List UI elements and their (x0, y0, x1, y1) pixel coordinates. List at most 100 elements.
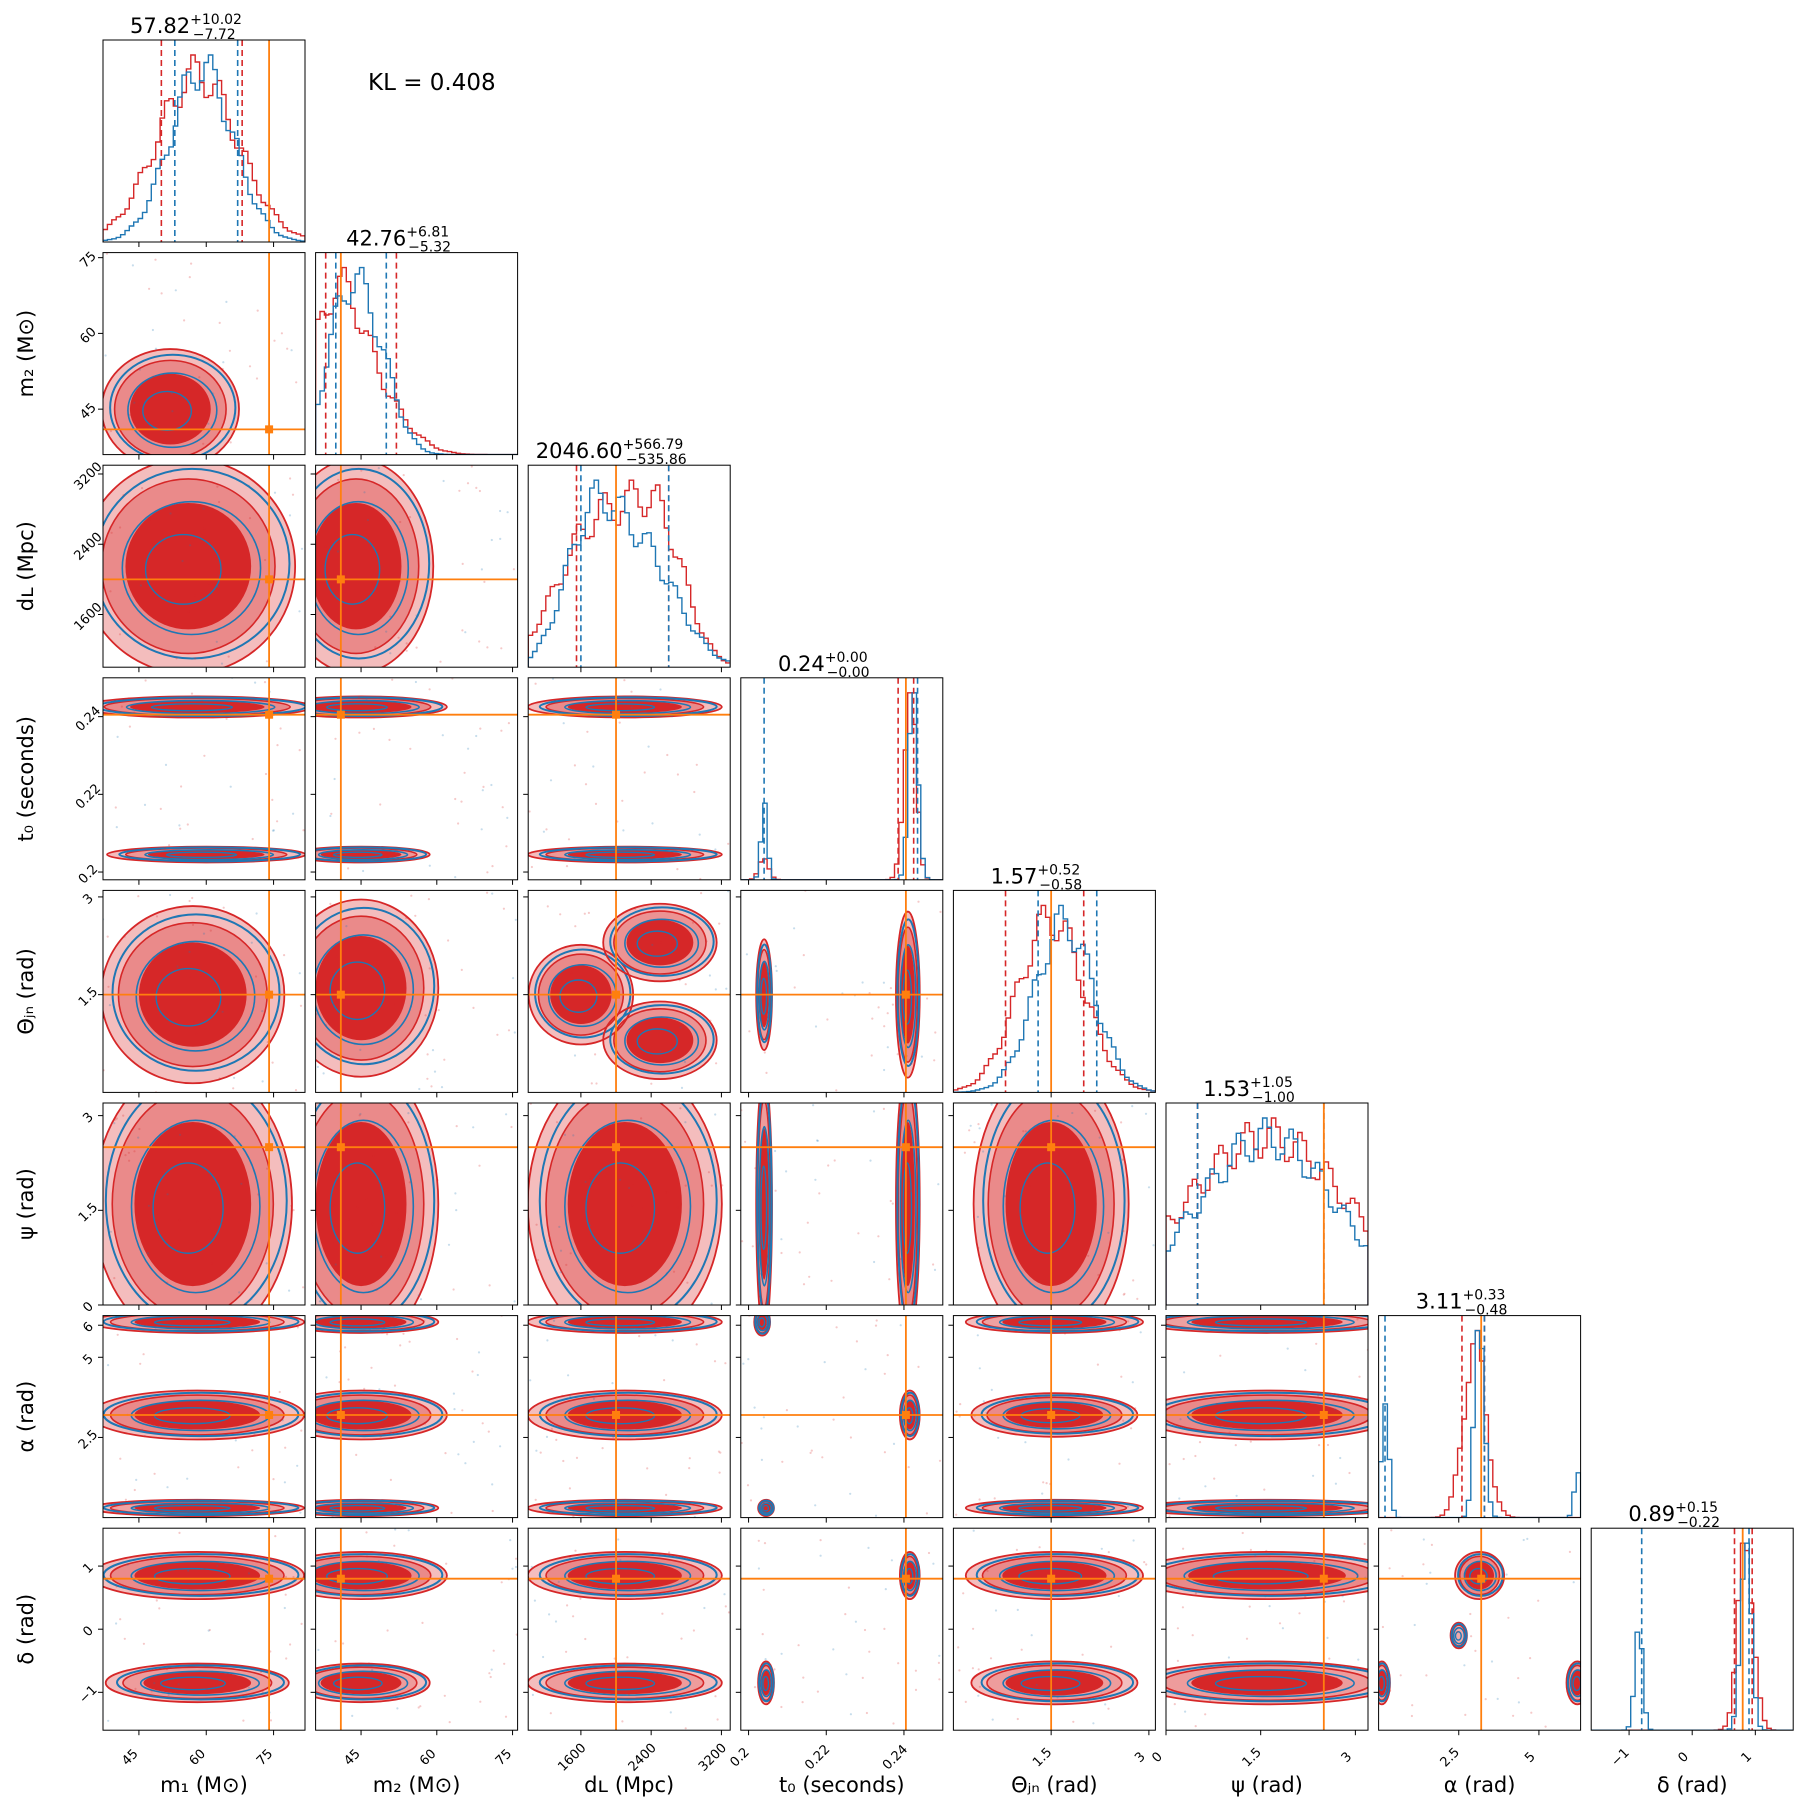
sample-point (455, 1209, 458, 1212)
contour-fill-core-dL-theta_jn (626, 1017, 694, 1064)
sample-point (190, 262, 193, 265)
sample-point (808, 1275, 811, 1278)
sample-point (641, 1514, 644, 1517)
sample-point (188, 950, 191, 954)
contour-blue-outer-m2-t0 (315, 846, 428, 863)
sample-point (785, 1170, 788, 1173)
sample-point (872, 1110, 876, 1113)
sample-point (457, 822, 460, 825)
sample-point (1086, 1699, 1090, 1702)
sample-point (331, 1242, 334, 1245)
sample-point (431, 1049, 435, 1052)
contour-red-mid-dL-theta_jn (613, 910, 707, 975)
sample-point (889, 987, 893, 990)
truth-marker-t0-theta_jn (901, 990, 910, 999)
sample-point (669, 1711, 672, 1714)
sample-point (619, 1178, 622, 1181)
title-plus: +1.05 (1250, 1075, 1293, 1091)
sample-point (896, 1053, 899, 1056)
sample-point (910, 1433, 913, 1436)
contour-fill-core-dL-psi (567, 1121, 682, 1287)
sample-point (1335, 1318, 1338, 1321)
xlabel-dL: dʟ (Mpc) (584, 1773, 674, 1797)
sample-point (119, 1457, 122, 1460)
sample-point (417, 1706, 420, 1709)
sample-point (595, 1082, 598, 1085)
sample-point (178, 1403, 181, 1406)
sample-point (718, 1471, 721, 1474)
sample-point (611, 1382, 614, 1385)
sample-point (1339, 1456, 1342, 1460)
sample-point (714, 848, 717, 851)
sample-point (513, 1300, 516, 1303)
sample-point (1456, 1630, 1459, 1634)
xlabel-m2: m₂ (M⊙) (373, 1773, 461, 1797)
sample-point (627, 1325, 631, 1329)
sample-point (1134, 1407, 1137, 1410)
sample-point (882, 981, 886, 984)
sample-point (426, 1077, 429, 1080)
sample-point (324, 1024, 328, 1027)
sample-point (329, 814, 332, 818)
contour-red-outer-theta_jn-delta (964, 1551, 1144, 1601)
sample-point (409, 1005, 413, 1008)
truth-marker-m2-psi (336, 1143, 345, 1152)
sample-point (849, 1492, 852, 1495)
sample-point (298, 749, 301, 752)
contour-blue-mid-t0-psi (758, 1125, 771, 1287)
sample-point (505, 1113, 508, 1116)
sample-point (631, 1184, 635, 1187)
sample-point (562, 1459, 565, 1463)
sample-point (1537, 1599, 1540, 1602)
sample-point (166, 1177, 169, 1180)
sample-point (152, 594, 155, 597)
sample-point (386, 1333, 389, 1336)
sample-point (454, 797, 457, 801)
sample-point (579, 1597, 582, 1600)
sample-point (684, 1727, 687, 1730)
sample-point (1131, 1381, 1134, 1384)
sample-point (257, 1193, 260, 1196)
sample-point (461, 1409, 464, 1412)
contour-blue-mid-m1-theta_jn (135, 940, 256, 1052)
sample-point (227, 655, 230, 658)
sample-point (1107, 1707, 1110, 1710)
sample-point (621, 1720, 624, 1723)
sample-point (1356, 1573, 1359, 1576)
sample-point (445, 1562, 448, 1565)
sample-point (190, 692, 194, 695)
histogram-blue-psi (1166, 1117, 1368, 1305)
sample-point (444, 1452, 447, 1455)
sample-point (176, 965, 179, 968)
sample-point (178, 1531, 181, 1534)
sample-point (626, 1656, 629, 1659)
sample-point (399, 968, 402, 971)
sample-point (436, 1179, 439, 1182)
sample-point (1065, 1174, 1068, 1177)
sample-point (1326, 1443, 1330, 1447)
sample-point (472, 1126, 475, 1129)
sample-point (194, 657, 197, 660)
sample-point (139, 1362, 142, 1365)
contour-blue-mid-theta_jn-delta (998, 1560, 1116, 1592)
sample-point (133, 1488, 136, 1492)
contour-blue-inner-m1-m2 (142, 390, 193, 432)
sample-point (762, 1416, 766, 1419)
title-minus: −0.22 (1677, 1515, 1720, 1531)
sample-point (329, 902, 332, 906)
sample-point (896, 1135, 900, 1138)
ylabel-delta: δ (rad) (14, 1594, 38, 1665)
sample-point (237, 1466, 240, 1469)
sample-point (1399, 1674, 1402, 1677)
contour-blue-mid-m2-alpha (315, 1315, 415, 1330)
sample-point (741, 1240, 744, 1243)
diagonal-title-m1: 57.82+10.02 −7.72 (130, 12, 242, 43)
sample-point (604, 1671, 607, 1674)
contour-red-outer-dL-t0 (528, 695, 723, 719)
sample-point (549, 779, 553, 782)
sample-point (455, 1125, 458, 1128)
sample-point (973, 1141, 976, 1144)
sample-point (933, 1268, 937, 1271)
sample-point (798, 1251, 801, 1254)
sample-point (1411, 1704, 1414, 1707)
